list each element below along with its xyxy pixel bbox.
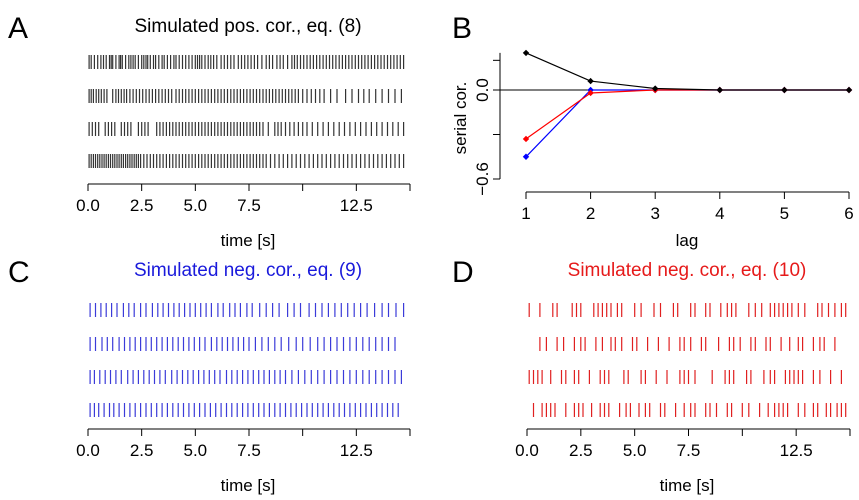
x-tick-label-b-4: 5 (780, 204, 789, 223)
x-tick-label-b-2: 3 (650, 204, 659, 223)
x-tick-label-d-2: 5.0 (623, 441, 647, 460)
series-0-point-2 (652, 85, 659, 92)
x-tick-label-a-1: 2.5 (130, 196, 154, 215)
panel-a-title: Simulated pos. cor., eq. (8) (134, 16, 361, 37)
x-axis-label-a: time [s] (221, 231, 276, 250)
series-line-0 (525, 52, 849, 91)
x-tick-label-d-4: 12.5 (780, 441, 813, 460)
series-2-point-1 (587, 89, 594, 97)
y-tick-label-b-0: −0.6 (473, 162, 492, 196)
x-tick-label-b-0: 1 (521, 204, 530, 223)
x-axis-label-d: time [s] (660, 476, 715, 495)
x-axis-d: 0.0 2.5 5.0 7.5 12.5 (515, 428, 851, 460)
x-tick-label-a-4: 12.5 (340, 196, 373, 215)
series-line-1 (525, 89, 849, 158)
x-tick-label-c-3: 7.5 (237, 441, 261, 460)
panel-d-title: Simulated neg. cor., eq. (10) (568, 260, 807, 281)
y-axis-label-b: serial cor. (451, 82, 470, 155)
y-tick-label-b-1: 0.0 (473, 78, 492, 102)
x-tick-label-c-4: 12.5 (340, 441, 373, 460)
series-0-point-3 (716, 86, 723, 94)
series-2-point-0 (522, 135, 530, 143)
panel-b: B −0.6 0.0 1 2 3 4 5 6 lag serial cor. (451, 12, 854, 250)
panel-letter-c: C (8, 256, 30, 289)
raster-c (89, 303, 405, 417)
x-tick-label-c-2: 5.0 (184, 441, 208, 460)
series-0-point-0 (522, 49, 530, 57)
x-axis-label-b: lag (676, 231, 699, 250)
panel-c-title: Simulated neg. cor., eq. (9) (134, 260, 362, 281)
lag-plot-b: −0.6 0.0 1 2 3 4 5 6 (473, 49, 854, 223)
x-axis-label-c: time [s] (221, 476, 276, 495)
series-0-point-5 (845, 86, 853, 94)
x-axis-c: 0.0 2.5 5.0 7.5 12.5 (76, 428, 411, 460)
series-line-2 (525, 89, 849, 140)
series-0-point-1 (587, 77, 594, 85)
x-tick-label-b-5: 6 (844, 204, 853, 223)
x-tick-label-a-2: 5.0 (184, 196, 208, 215)
x-tick-label-d-1: 2.5 (569, 441, 593, 460)
panel-letter-b: B (452, 12, 472, 45)
panel-letter-a: A (8, 12, 28, 45)
series-0-point-4 (781, 86, 788, 94)
panel-d: D Simulated neg. cor., eq. (10) 0.0 2.5 5.… (452, 256, 851, 495)
panel-c: C Simulated neg. cor., eq. (9) 0.0 2.5 5.0… (8, 256, 411, 495)
x-tick-label-d-3: 7.5 (677, 441, 701, 460)
raster-a (88, 55, 405, 168)
x-tick-label-a-0: 0.0 (76, 196, 100, 215)
panel-a: A Simulated pos. cor., eq. (8) 0.0 2.5 5.0… (8, 12, 411, 250)
x-tick-label-c-0: 0.0 (76, 441, 100, 460)
x-tick-label-d-0: 0.0 (515, 441, 539, 460)
series-1-point-0 (522, 153, 530, 160)
x-axis-a: 0.0 2.5 5.0 7.5 12.5 (76, 183, 411, 215)
x-tick-label-b-3: 4 (715, 204, 724, 223)
raster-d (528, 303, 847, 417)
x-tick-label-b-1: 2 (586, 204, 595, 223)
x-tick-label-c-1: 2.5 (130, 441, 154, 460)
panel-letter-d: D (452, 256, 474, 289)
x-tick-label-a-3: 7.5 (237, 196, 261, 215)
